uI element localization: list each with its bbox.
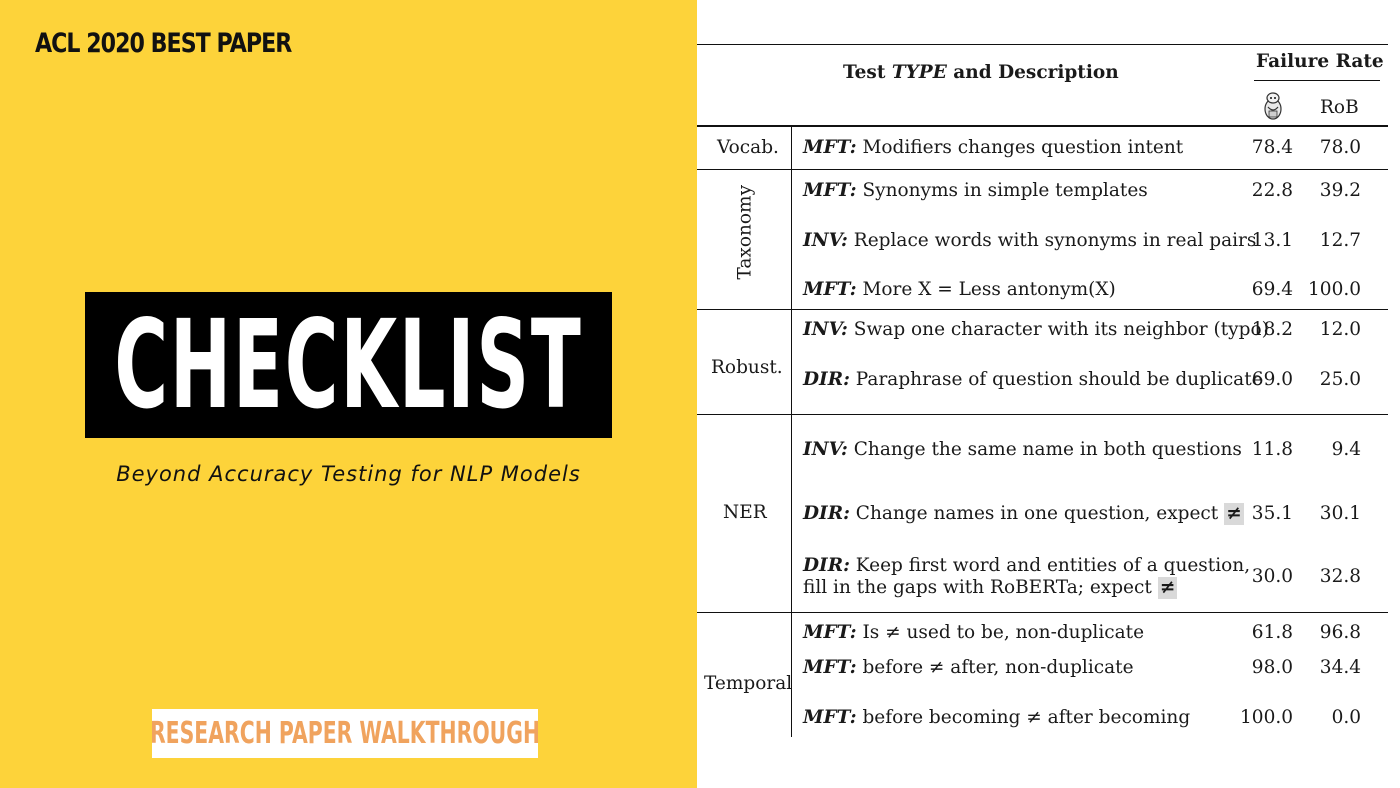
results-table-panel: [697, 0, 1400, 788]
bert-failure-rate: 61.8: [1251, 622, 1293, 643]
table-top-rule: [697, 44, 1388, 45]
roberta-failure-rate: 78.0: [1319, 137, 1361, 158]
group-rule: [697, 612, 1388, 613]
group-rule: [697, 169, 1388, 170]
test-type-tag: MFT:: [803, 657, 857, 678]
group-label: Taxonomy: [734, 184, 756, 280]
bert-failure-rate: 11.8: [1251, 439, 1293, 460]
table-row-description: MFT: Synonyms in simple templates: [803, 180, 1148, 202]
test-type-tag: INV:: [803, 439, 848, 460]
roberta-failure-rate: 30.1: [1319, 503, 1361, 524]
bert-failure-rate: 69.0: [1251, 369, 1293, 390]
walkthrough-badge: RESEARCH PAPER WALKTHROUGH: [152, 709, 538, 758]
test-description: More X = Less antonym(X): [862, 279, 1116, 300]
table-row-description: DIR: Change names in one question, expec…: [803, 503, 1244, 525]
test-type-tag: MFT:: [803, 137, 857, 158]
bert-failure-rate: 78.4: [1251, 137, 1293, 158]
roberta-failure-rate: 32.8: [1319, 566, 1361, 587]
test-description: Replace words with synonyms in real pair…: [853, 230, 1257, 251]
table-row-description: DIR: Keep first word and entities of a q…: [803, 555, 1250, 599]
not-equal-symbol: ≠: [1224, 503, 1244, 525]
header-description: Test TYPE and Description: [843, 62, 1119, 83]
header-rule: [697, 125, 1388, 127]
roberta-failure-rate: 0.0: [1331, 707, 1361, 728]
bert-failure-rate: 18.2: [1251, 319, 1293, 340]
left-panel: ACL 2020 BEST PAPER CHECKLIST Beyond Acc…: [0, 0, 697, 788]
roberta-failure-rate: 12.0: [1319, 319, 1361, 340]
test-type-tag: MFT:: [803, 622, 857, 643]
test-description: Paraphrase of question should be duplica…: [855, 369, 1263, 390]
table-row-description: MFT: before becoming ≠ after becoming: [803, 707, 1190, 729]
roberta-failure-rate: 25.0: [1319, 369, 1361, 390]
test-type-tag: INV:: [803, 230, 848, 251]
main-title: CHECKLIST: [114, 294, 583, 436]
table-row-description: INV: Change the same name in both questi…: [803, 439, 1242, 461]
test-description: Modifiers changes question intent: [862, 137, 1184, 158]
bert-failure-rate: 100.0: [1240, 707, 1293, 728]
test-description: Change names in one question, expect: [855, 503, 1219, 524]
test-description: Synonyms in simple templates: [862, 180, 1148, 201]
table-row-description: MFT: Is ≠ used to be, non-duplicate: [803, 622, 1144, 644]
test-type-tag: MFT:: [803, 707, 857, 728]
bert-figure-icon: [1264, 92, 1282, 120]
header-roberta: RoB: [1320, 97, 1359, 118]
roberta-failure-rate: 12.7: [1319, 230, 1361, 251]
bert-failure-rate: 69.4: [1251, 279, 1293, 300]
group-label: Robust.: [711, 357, 783, 378]
group-label: NER: [723, 502, 767, 523]
bert-failure-rate: 35.1: [1251, 503, 1293, 524]
roberta-failure-rate: 34.4: [1319, 657, 1361, 678]
test-description: Keep first word and entities of a questi…: [855, 555, 1251, 576]
test-type-tag: DIR:: [803, 555, 850, 576]
group-label: Vocab.: [717, 137, 779, 158]
test-description: before ≠ after, non-duplicate: [862, 657, 1134, 678]
group-divider: [791, 125, 792, 737]
test-type-tag: DIR:: [803, 369, 850, 390]
table-row-description: MFT: Modifiers changes question intent: [803, 137, 1183, 159]
test-type-tag: DIR:: [803, 503, 850, 524]
table-row-description: MFT: before ≠ after, non-duplicate: [803, 657, 1134, 679]
subtitle: Beyond Accuracy Testing for NLP Models: [116, 462, 581, 486]
test-type-tag: MFT:: [803, 279, 857, 300]
walkthrough-label: RESEARCH PAPER WALKTHROUGH: [152, 716, 538, 751]
roberta-failure-rate: 100.0: [1308, 279, 1361, 300]
test-description: before becoming ≠ after becoming: [862, 707, 1191, 728]
group-rule: [697, 309, 1388, 310]
test-type-tag: MFT:: [803, 180, 857, 201]
test-description: Swap one character with its neighbor (ty…: [853, 319, 1269, 340]
group-label: Temporal: [704, 673, 793, 694]
roberta-failure-rate: 9.4: [1331, 439, 1361, 460]
test-description: Is ≠ used to be, non-duplicate: [862, 622, 1145, 643]
banner-title: ACL 2020 BEST PAPER: [35, 28, 292, 59]
failure-rate-underline: [1254, 80, 1380, 81]
table-row-description: INV: Swap one character with its neighbo…: [803, 319, 1269, 341]
bert-failure-rate: 22.8: [1251, 180, 1293, 201]
title-box: CHECKLIST: [85, 292, 612, 438]
table-row-description: INV: Replace words with synonyms in real…: [803, 230, 1256, 252]
not-equal-symbol: ≠: [1157, 577, 1178, 599]
table-row-description: DIR: Paraphrase of question should be du…: [803, 369, 1263, 391]
group-rule: [697, 414, 1388, 415]
bert-failure-rate: 98.0: [1251, 657, 1293, 678]
bert-failure-rate: 13.1: [1251, 230, 1293, 251]
header-failure-rate: Failure Rate: [1256, 51, 1384, 72]
table-row-description: MFT: More X = Less antonym(X): [803, 279, 1116, 301]
test-type-tag: INV:: [803, 319, 848, 340]
roberta-failure-rate: 39.2: [1319, 180, 1361, 201]
roberta-failure-rate: 96.8: [1319, 622, 1361, 643]
bert-failure-rate: 30.0: [1251, 566, 1293, 587]
test-description: Change the same name in both questions: [853, 439, 1242, 460]
test-description-line2: fill in the gaps with RoBERTa; expect: [803, 577, 1152, 598]
